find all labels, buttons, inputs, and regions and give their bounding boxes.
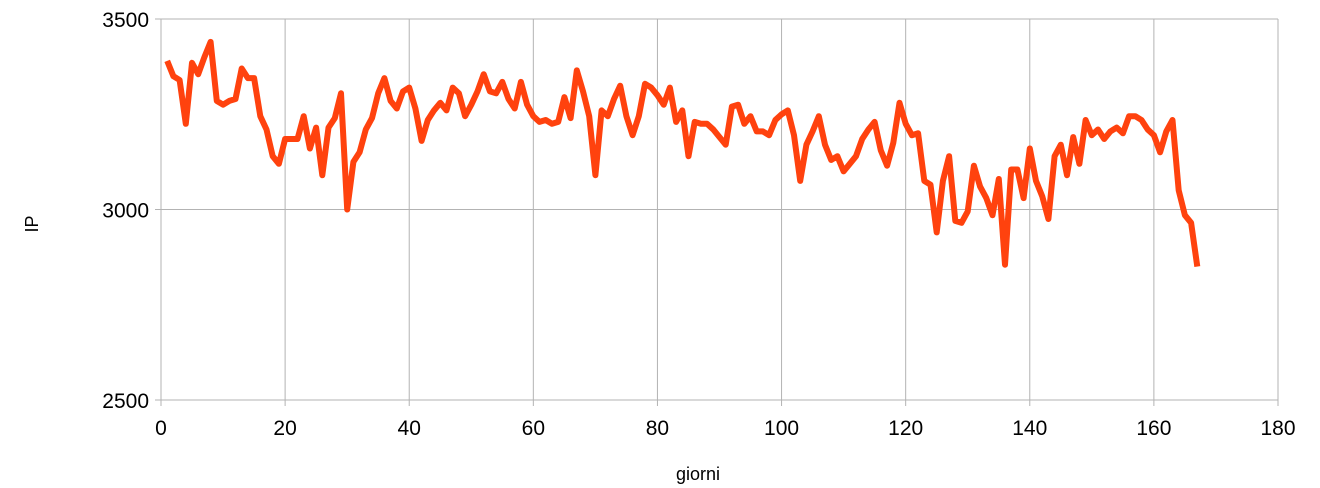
x-tick-label: 20 [273,417,296,440]
y-tick-label: 2500 [102,390,149,413]
tick-labels: 0 20 40 60 80 100 120 140 160 180 2500 3000 3500 [102,9,1295,440]
y-axis-title: IP [22,215,42,232]
x-axis-title: giorni [676,464,720,484]
y-tick-label: 3000 [102,200,149,223]
x-tick-label: 40 [398,417,421,440]
series-line [164,38,1201,268]
series-layer [164,38,1201,268]
x-tick-label: 80 [646,417,669,440]
x-tick-label: 140 [1012,417,1047,440]
y-tick-label: 3500 [102,9,149,32]
x-tick-label: 160 [1136,417,1171,440]
axes [155,18,1279,406]
x-tick-label: 100 [764,417,799,440]
x-tick-label: 60 [522,417,545,440]
gridlines [161,18,1279,400]
x-tick-label: 180 [1260,417,1295,440]
x-tick-label: 0 [155,417,167,440]
x-tick-label: 120 [888,417,923,440]
